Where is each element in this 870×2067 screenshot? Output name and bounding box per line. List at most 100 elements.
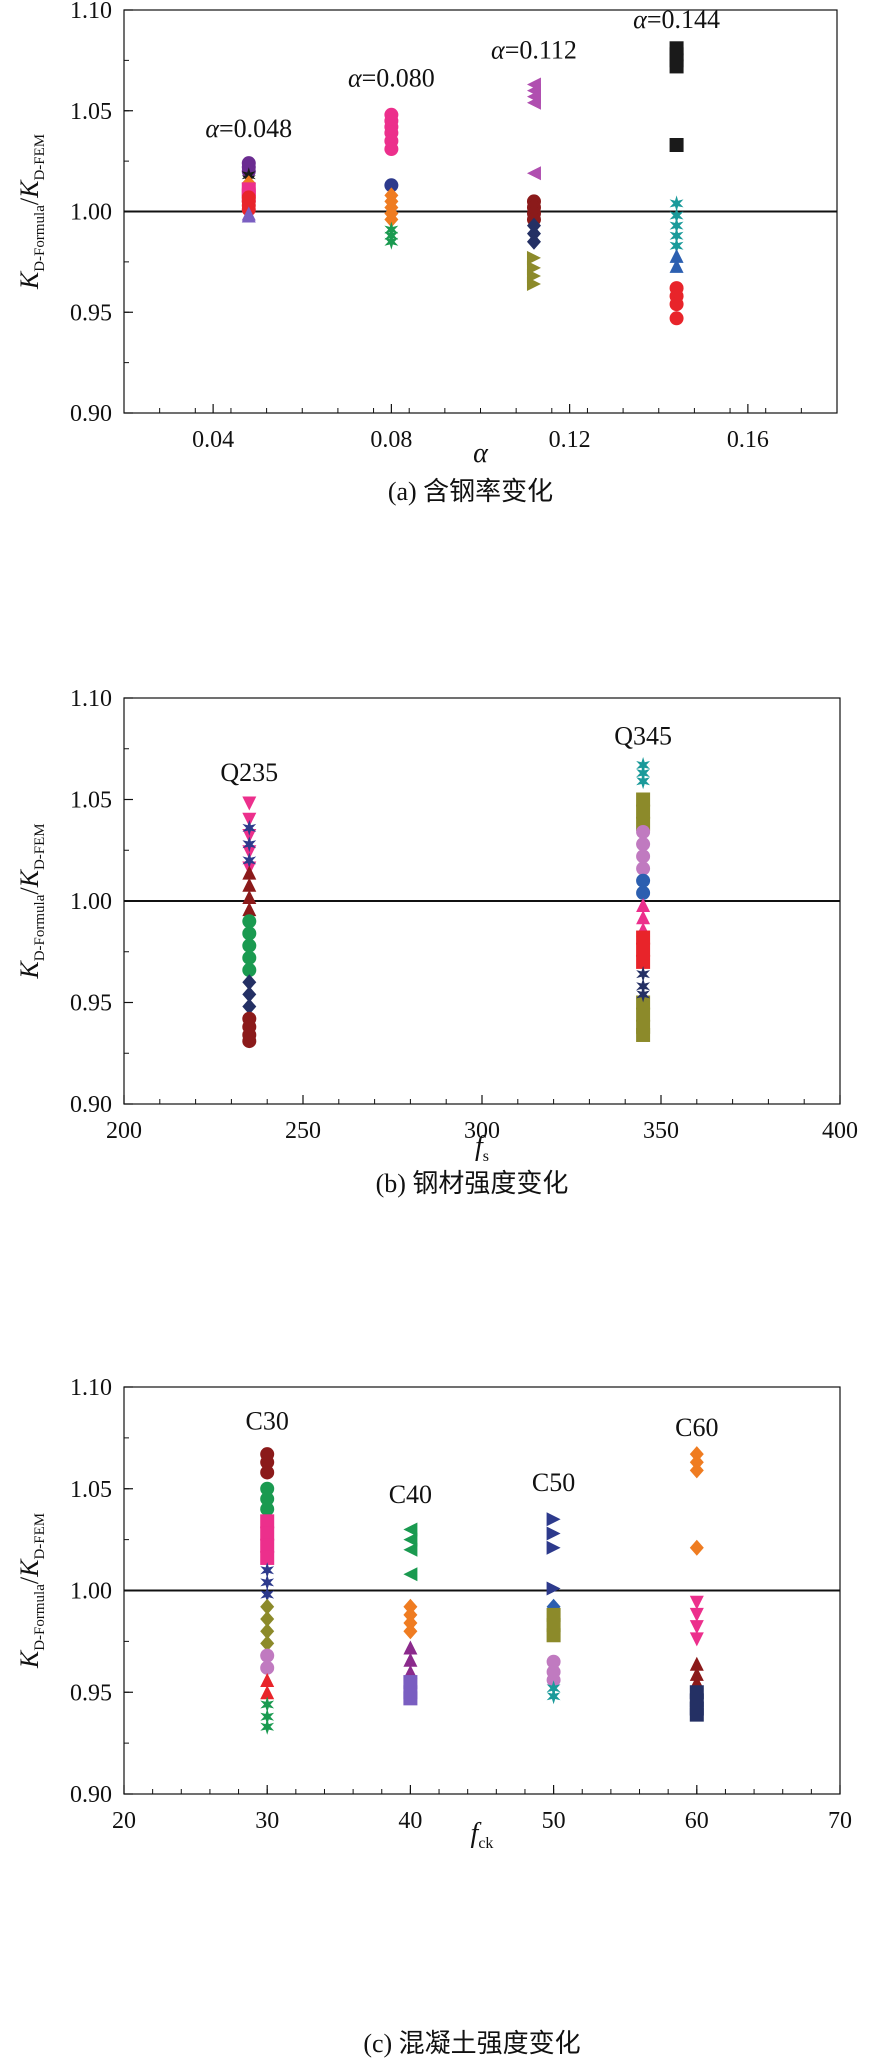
chart-2-data-point — [546, 1598, 561, 1615]
chart-1-data-point — [636, 1027, 651, 1042]
chart-1-y-axis-label: KD-Formula/KD-FEM — [15, 823, 48, 979]
chart-1-data-point — [636, 978, 650, 995]
chart-2-data-point — [260, 1550, 275, 1565]
chart-1-series-4 — [242, 974, 257, 1015]
chart-2-series-3 — [260, 1562, 275, 1603]
chart-2-annotation: C30 — [246, 1407, 289, 1436]
chart-0-caption: (a) 含钢率变化 — [388, 477, 553, 506]
chart-1-data-point — [636, 824, 651, 839]
chart-2-y-tick-label: 1.05 — [70, 1477, 112, 1503]
chart-2-data-point — [546, 1628, 561, 1643]
chart-2-data-point — [546, 1540, 561, 1555]
chart-2-data-point — [260, 1526, 275, 1541]
chart-0-series-6 — [384, 107, 399, 157]
chart-2-x-tick-label: 70 — [828, 1808, 852, 1834]
chart-0-series-12 — [526, 217, 541, 250]
chart-0-annotation: α=0.048 — [205, 114, 292, 143]
chart-panel-b: 0.90 0.95 1.00 1.05 1.10 200 250 300 350 400 Q235 Q… — [0, 685, 870, 1375]
chart-2-series-1 — [260, 1481, 275, 1517]
chart-2-series-14 — [546, 1607, 561, 1643]
chart-2-data-point — [260, 1491, 275, 1506]
chart-2-data-point — [403, 1542, 418, 1557]
chart-1-data-point — [636, 804, 651, 819]
chart-2-data-point — [260, 1562, 275, 1579]
chart-0-x-tick-label: 0.16 — [727, 427, 769, 453]
chart-1-data-point — [636, 773, 650, 790]
chart-2-annotation: C50 — [532, 1468, 575, 1497]
chart-0-series-16 — [669, 248, 684, 273]
chart-2-series-0 — [260, 1447, 275, 1480]
chart-2-data-point — [403, 1606, 418, 1623]
chart-1-x-axis-label: fs — [475, 1131, 489, 1165]
chart-1-x-tick-label: 250 — [285, 1118, 321, 1144]
chart-2-data-point — [260, 1514, 275, 1529]
chart-2-series-20 — [689, 1685, 704, 1722]
chart-svg-a: 0.90 0.95 1.00 1.05 1.10 0.04 0.08 0.12 0.16 α=0.… — [15, 0, 838, 506]
chart-2-data-point — [260, 1623, 275, 1640]
chart-2-data-point — [260, 1696, 275, 1713]
chart-0-x-axis-label: α — [473, 438, 489, 469]
chart-2-x-tick-label: 40 — [398, 1808, 422, 1834]
chart-2-series-16 — [546, 1680, 561, 1705]
chart-2-series-4 — [260, 1598, 275, 1652]
chart-0-series-5 — [241, 206, 256, 223]
chart-2-data-point — [403, 1567, 418, 1582]
chart-0-data-point — [526, 166, 541, 181]
chart-2-data-point — [689, 1632, 704, 1647]
chart-0-data-point — [241, 208, 256, 223]
chart-1-x-tick-label: 300 — [464, 1118, 500, 1144]
chart-2-data-point — [260, 1502, 275, 1517]
chart-0-annotation: α=0.080 — [348, 64, 435, 93]
chart-2-series-6 — [260, 1673, 275, 1700]
chart-2-data-point — [546, 1654, 561, 1669]
chart-1-data-point — [242, 986, 257, 1003]
chart-1-data-point — [242, 889, 257, 904]
chart-2-x-axis-label: fck — [471, 1818, 494, 1852]
chart-2-data-point — [260, 1538, 275, 1553]
chart-2-y-tick-label: 0.95 — [70, 1680, 112, 1706]
chart-2-data-point — [260, 1648, 275, 1663]
chart-1-data-point — [242, 926, 257, 941]
chart-2-data-point — [260, 1610, 275, 1627]
chart-2-series-7 — [260, 1696, 275, 1735]
chart-2-data-point — [260, 1673, 275, 1688]
chart-0-series-8 — [384, 187, 399, 228]
chart-2-data-point — [260, 1455, 275, 1470]
chart-1-data-point — [242, 902, 257, 917]
chart-1-series-1 — [242, 819, 257, 869]
chart-1-series-11 — [636, 930, 651, 969]
chart-1-data-point — [242, 796, 257, 811]
chart-2-data-point — [689, 1595, 704, 1610]
chart-2-data-point — [689, 1656, 704, 1671]
chart-1-data-point — [242, 914, 257, 929]
chart-2-series-15 — [546, 1654, 561, 1688]
chart-0-data-point — [384, 233, 399, 250]
chart-2-series-8 — [403, 1522, 418, 1582]
chart-1-data-point — [636, 942, 651, 957]
chart-panel-a: 0.90 0.95 1.00 1.05 1.10 0.04 0.08 0.12 0.16 α=0.… — [0, 0, 870, 685]
chart-2-data-point — [260, 1708, 275, 1725]
chart-2-x-tick-label: 50 — [542, 1808, 566, 1834]
chart-0-data-point — [384, 211, 399, 228]
chart-1-data-point — [242, 963, 257, 978]
chart-2-data-point — [689, 1454, 704, 1471]
chart-2-data-point — [260, 1718, 275, 1735]
chart-2-data-point — [403, 1623, 418, 1640]
chart-1-series-0 — [242, 796, 257, 876]
chart-0-y-tick-label: 1.10 — [70, 0, 112, 24]
chart-2-data-point — [689, 1620, 704, 1635]
chart-1-data-point — [636, 954, 651, 969]
chart-1-x-tick-label: 400 — [822, 1118, 858, 1144]
chart-1-data-point — [636, 910, 651, 925]
chart-0-x-tick-label: 0.08 — [370, 427, 412, 453]
chart-1-x-tick-label: 200 — [106, 1118, 142, 1144]
chart-0-y-tick-label: 1.05 — [70, 99, 112, 125]
chart-2-data-point — [260, 1586, 275, 1603]
chart-1-data-point — [242, 877, 257, 892]
chart-1-caption: (b) 钢材强度变化 — [376, 1169, 569, 1198]
chart-2-series-9 — [403, 1598, 418, 1640]
chart-2-data-point — [260, 1660, 275, 1675]
chart-1-series-8 — [636, 824, 651, 876]
chart-1-y-tick-label: 0.95 — [70, 991, 112, 1017]
chart-0-data-point — [526, 95, 541, 110]
